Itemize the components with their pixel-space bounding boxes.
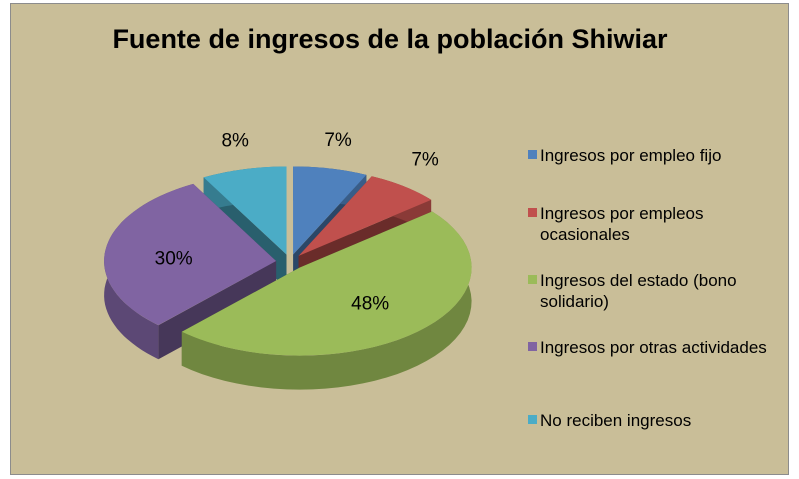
legend-swatch — [528, 342, 537, 351]
slice-top — [293, 166, 367, 255]
slice-wall — [181, 211, 472, 390]
legend-swatch — [528, 208, 537, 217]
data-label: 48% — [351, 294, 389, 315]
legend-item: Ingresos por otras actividades — [528, 337, 768, 358]
data-label: 7% — [411, 150, 439, 171]
data-label: 30% — [155, 248, 193, 269]
legend-label: Ingresos por otras actividades — [540, 338, 767, 357]
legend-swatch — [528, 415, 537, 424]
slice-top — [104, 183, 277, 326]
legend-item: Ingresos por empleo fijo — [528, 145, 768, 166]
data-label: 8% — [221, 131, 249, 152]
legend-item: Ingresos por empleos ocasionales — [528, 203, 768, 245]
chart-title: Fuente de ingresos de la población Shiwi… — [112, 24, 668, 54]
slice-top — [203, 166, 287, 255]
legend-label: No reciben ingresos — [540, 411, 692, 430]
legend-item: Ingresos del estado (bono solidario) — [528, 270, 768, 312]
legend-label: Ingresos por empleo fijo — [540, 146, 722, 165]
legend-label: Ingresos del estado (bono solidario) — [540, 271, 737, 311]
slice-top — [181, 211, 472, 356]
legend-swatch — [528, 150, 537, 159]
legend-swatch — [528, 275, 537, 284]
pie-slice — [181, 211, 472, 390]
data-label: 7% — [324, 130, 352, 151]
legend-item: No reciben ingresos — [528, 410, 768, 431]
slice-top — [298, 176, 432, 256]
legend-label: Ingresos por empleos ocasionales — [540, 204, 704, 244]
